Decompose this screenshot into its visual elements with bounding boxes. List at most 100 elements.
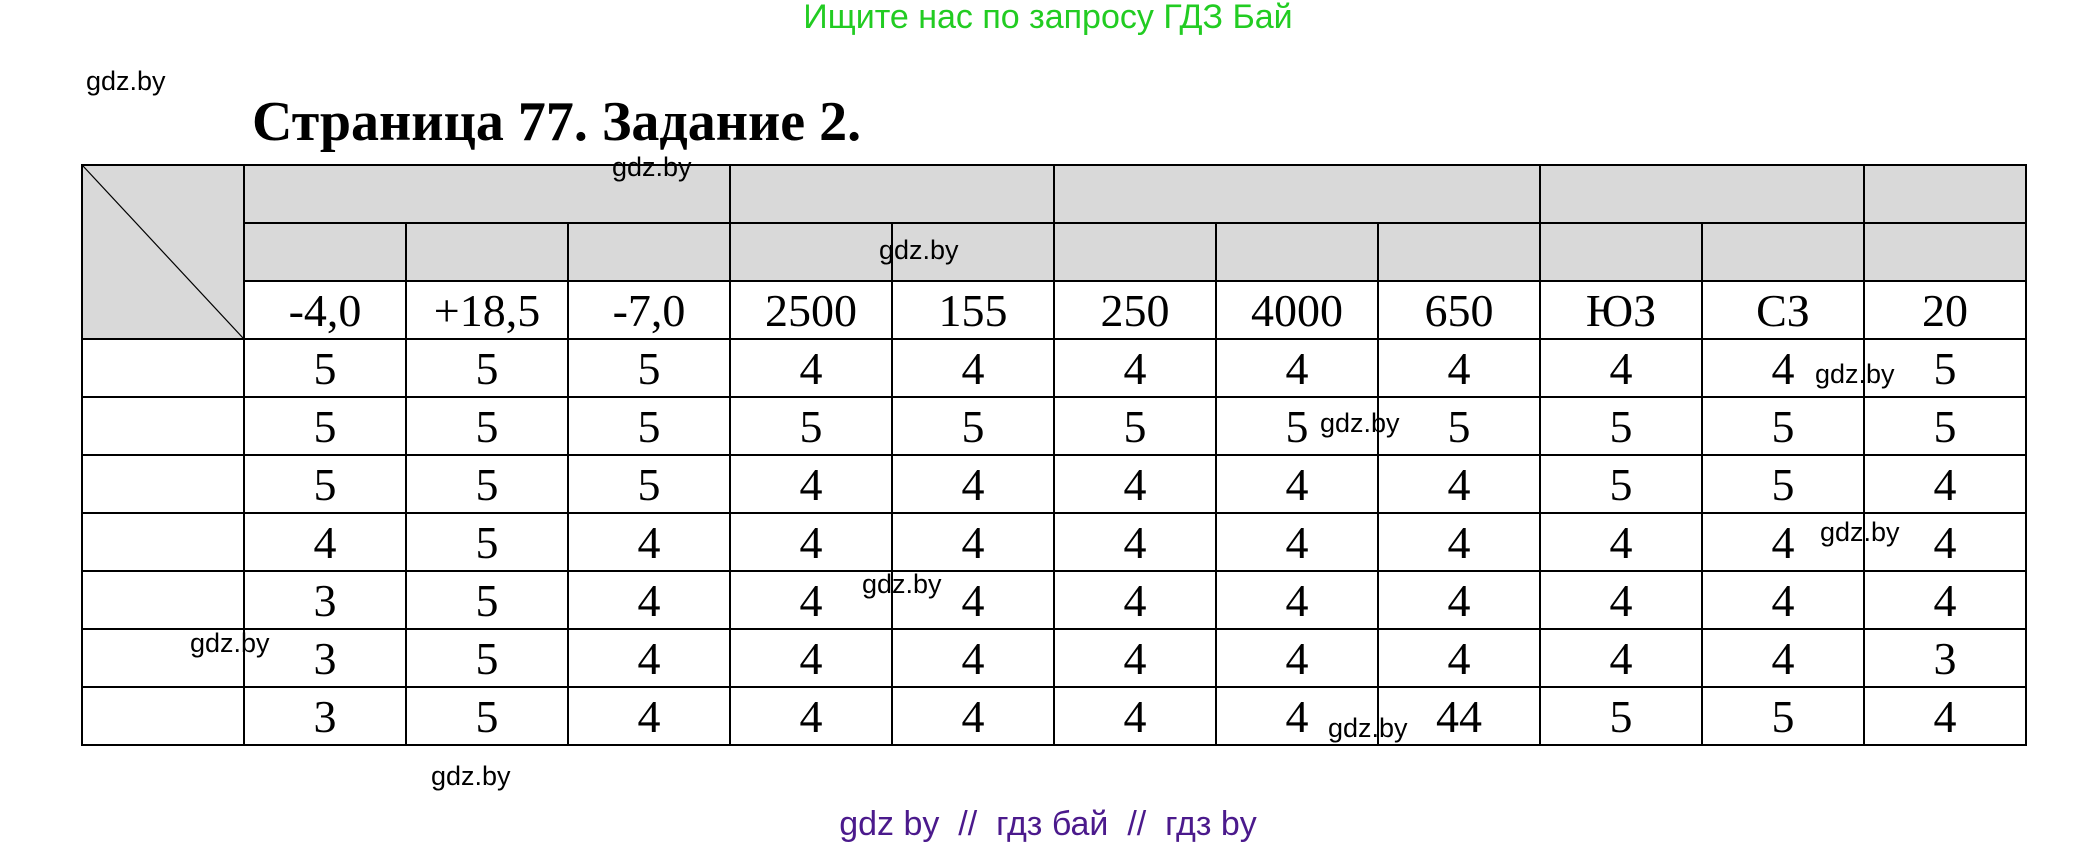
grade-cell: 4 bbox=[243, 512, 407, 572]
grade-cell: 4 bbox=[1215, 512, 1379, 572]
grade-cell: 3 bbox=[243, 686, 407, 746]
grade-cell: 5 bbox=[567, 396, 731, 456]
header-cell bbox=[1215, 222, 1379, 282]
row-label-cell bbox=[81, 628, 245, 688]
grade-cell: 5 bbox=[1539, 396, 1703, 456]
grade-cell: 4 bbox=[1701, 570, 1865, 630]
watermark: gdz.by bbox=[1320, 408, 1400, 438]
grade-cell: 4 bbox=[1053, 338, 1217, 398]
grade-cell: 5 bbox=[1215, 396, 1379, 456]
row-label-cell bbox=[81, 454, 245, 514]
grade-cell: 4 bbox=[1215, 454, 1379, 514]
grade-cell: 4 bbox=[1539, 338, 1703, 398]
header-group-cell bbox=[243, 164, 731, 224]
grade-cell: 5 bbox=[1863, 396, 2027, 456]
watermark: gdz.by bbox=[431, 761, 511, 791]
grade-cell: 4 bbox=[1863, 570, 2027, 630]
grade-cell: 5 bbox=[567, 338, 731, 398]
header-row-2 bbox=[82, 222, 2027, 282]
header-row-1 bbox=[81, 164, 2027, 340]
grade-cell: 4 bbox=[567, 512, 731, 572]
header-value-cell: -4,0 bbox=[243, 280, 407, 340]
header-cell bbox=[1863, 222, 2027, 282]
grade-cell: 4 bbox=[1701, 338, 1865, 398]
header-value-cell: 155 bbox=[891, 280, 1055, 340]
header-cell bbox=[1701, 222, 1865, 282]
watermark: gdz.by bbox=[86, 66, 166, 96]
grade-cell: 4 bbox=[567, 570, 731, 630]
diagonal-line bbox=[83, 166, 243, 338]
grade-cell: 4 bbox=[1377, 570, 1541, 630]
row-label-cell bbox=[81, 338, 245, 398]
grade-cell: 4 bbox=[1215, 628, 1379, 688]
header-cell bbox=[891, 222, 1055, 282]
grade-cell: 5 bbox=[1539, 454, 1703, 514]
grade-cell: 4 bbox=[1377, 338, 1541, 398]
grade-cell: 5 bbox=[405, 570, 569, 630]
header-cell bbox=[1377, 222, 1541, 282]
grade-cell: 4 bbox=[891, 570, 1055, 630]
grade-cell: 5 bbox=[567, 454, 731, 514]
header-value-cell: 20 bbox=[1863, 280, 2027, 340]
grade-cell: 4 bbox=[729, 686, 893, 746]
watermark: gdz.by bbox=[879, 235, 959, 265]
grade-cell: 3 bbox=[1863, 628, 2027, 688]
grade-cell: 5 bbox=[1701, 686, 1865, 746]
grade-cell: 5 bbox=[1701, 454, 1865, 514]
grade-cell: 4 bbox=[729, 454, 893, 514]
page-title: Страница 77. Задание 2. bbox=[252, 91, 862, 153]
grade-cell: 4 bbox=[891, 454, 1055, 514]
row-label-cell bbox=[81, 570, 245, 630]
grade-cell: 4 bbox=[1377, 512, 1541, 572]
grade-cell: 4 bbox=[891, 686, 1055, 746]
grade-cell: 5 bbox=[729, 396, 893, 456]
header-cell bbox=[405, 222, 569, 282]
grade-cell: 4 bbox=[729, 512, 893, 572]
grade-cell: 5 bbox=[405, 686, 569, 746]
watermark: gdz.by bbox=[862, 569, 942, 599]
header-group-cell bbox=[1053, 164, 1541, 224]
header-group-cell bbox=[1863, 164, 2027, 224]
header-group-cell bbox=[729, 164, 1055, 224]
grade-cell: 5 bbox=[243, 338, 407, 398]
grade-cell: 4 bbox=[1053, 686, 1217, 746]
row-label-cell bbox=[81, 686, 245, 746]
grade-cell: 4 bbox=[1539, 512, 1703, 572]
table-row: 3 5 4 4 4 4 4 44 5 5 4 bbox=[81, 686, 2027, 746]
grade-cell: 5 bbox=[1377, 396, 1541, 456]
header-value-cell: 250 bbox=[1053, 280, 1217, 340]
grade-cell: 4 bbox=[1377, 628, 1541, 688]
header-value-cell: 4000 bbox=[1215, 280, 1379, 340]
grade-cell: 5 bbox=[1863, 338, 2027, 398]
grade-cell: 4 bbox=[891, 628, 1055, 688]
header-value-cell: 2500 bbox=[729, 280, 893, 340]
header-cell bbox=[1539, 222, 1703, 282]
row-label-cell bbox=[81, 396, 245, 456]
grade-cell: 5 bbox=[405, 628, 569, 688]
grade-cell: 4 bbox=[567, 686, 731, 746]
header-value-cell: 650 bbox=[1377, 280, 1541, 340]
grade-cell: 5 bbox=[405, 338, 569, 398]
grade-cell: 4 bbox=[1863, 512, 2027, 572]
grade-cell: 44 bbox=[1377, 686, 1541, 746]
grade-cell: 5 bbox=[891, 396, 1055, 456]
grade-cell: 4 bbox=[1053, 512, 1217, 572]
grade-cell: 3 bbox=[243, 628, 407, 688]
grade-cell: 5 bbox=[405, 512, 569, 572]
grade-cell: 4 bbox=[1053, 628, 1217, 688]
grade-cell: 4 bbox=[1863, 454, 2027, 514]
grade-cell: 5 bbox=[405, 454, 569, 514]
corner-cell bbox=[81, 164, 245, 340]
watermark: gdz.by bbox=[1815, 359, 1895, 389]
grade-cell: 4 bbox=[1215, 686, 1379, 746]
grade-cell: 4 bbox=[1539, 570, 1703, 630]
grade-cell: 4 bbox=[1215, 570, 1379, 630]
watermark: gdz.by bbox=[190, 628, 270, 658]
header-group-cell bbox=[1539, 164, 1865, 224]
